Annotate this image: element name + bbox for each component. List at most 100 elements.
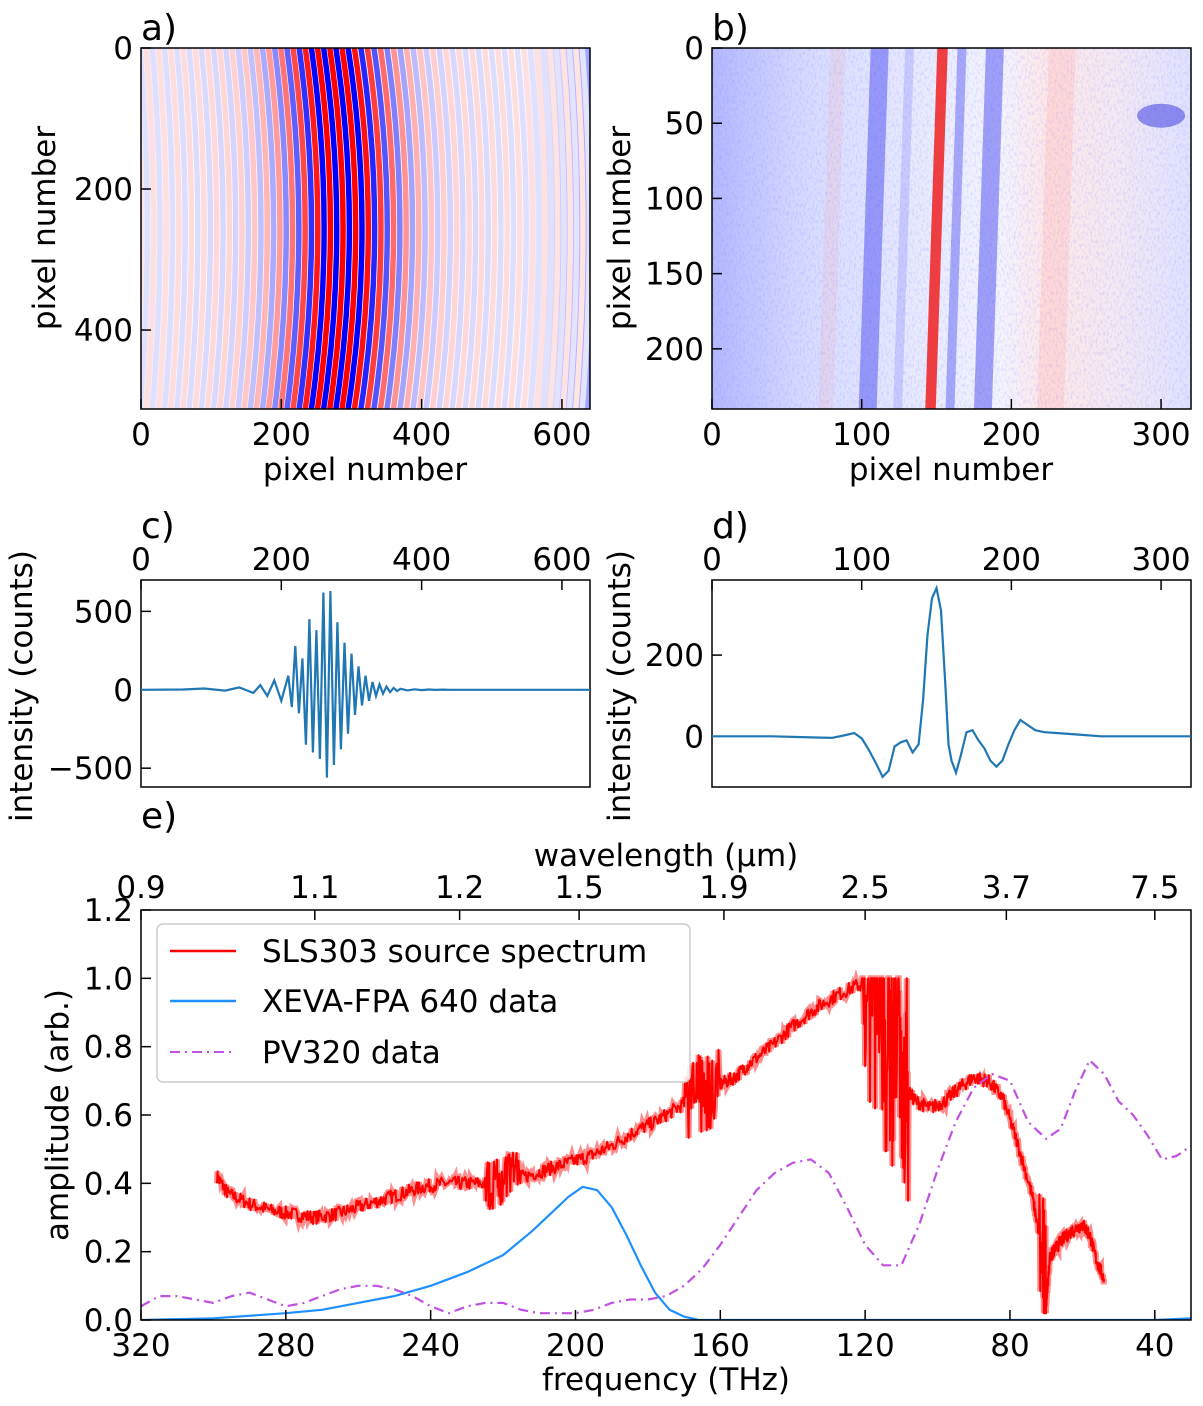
fringe-stripe [339,48,359,409]
fringe-stripe [429,48,447,409]
fringe-stripe [384,48,403,409]
x2-tick-label: 0.9 [116,870,165,906]
fringe-stripe [247,48,264,409]
x-tick-label: 200 [982,542,1041,578]
fringe-stripe [186,48,201,409]
panel-d: 0 100 200 300 0 200 intensity (counts) [602,542,1192,822]
legend-frame [156,923,691,1083]
fringe-stripe [494,48,510,409]
ticks-c: 0 200 400 600 −500 0 500 [48,542,592,787]
fringe-stripe [423,48,441,409]
fringe-stripe [449,48,466,409]
fringe-stripe [442,48,460,409]
fringe-stripe [278,48,296,409]
fringe-stripe [290,48,308,409]
y-tick-label: 0.6 [84,1098,133,1134]
x2-tick-label: 2.5 [840,870,889,906]
panel-b: 0 100 200 300 0 50 100 150 200 pixel number pixe… [602,31,1192,488]
y-tick-label: 400 [74,313,133,349]
fringe-stripe [481,48,498,409]
fringe-stripe [296,48,315,409]
x-tick-label: 300 [1131,417,1190,453]
y-tick-label: 0.8 [84,1030,133,1066]
fringe-stripe [180,48,195,409]
x2-tick-label: 1.9 [699,870,748,906]
x-tick-label: 400 [392,417,451,453]
fringe-stripe [155,48,170,409]
fringe-stripe [488,48,504,409]
panel-label-b: b) [712,8,749,49]
x-tick-label: 600 [532,417,591,453]
fringe-stripe [358,48,378,409]
intensity-band [1036,48,1076,409]
ylabel-a: pixel number [27,126,63,330]
x-tick-label: 320 [111,1328,170,1364]
x-tick-label: 200 [982,417,1041,453]
x-tick-label: 0 [702,542,722,578]
x-tick-label: 200 [252,542,311,578]
x-tick-label: 300 [1131,542,1190,578]
heatmap-b-noise [712,48,1191,409]
heatmap-a-fringes [141,48,590,409]
fringe-stripe [455,48,473,409]
fringe-stripe [377,48,397,409]
panel-a: 0 200 400 600 0 200 400 pixel number pixel num… [27,31,592,488]
axes-frame-a [140,47,591,410]
panel-label-d: d) [712,506,749,547]
legend-label-xeva: XEVA-FPA 640 data [262,984,558,1020]
fringe-stripe [302,48,321,409]
fringe-stripe [259,48,277,409]
fringe-stripe [573,48,586,409]
intensity-band [858,48,889,409]
y-tick-label: 0.4 [84,1166,133,1202]
fringe-stripe [560,48,574,409]
y-tick-label: 50 [665,106,704,142]
fringe-stripe [540,48,555,409]
series-line-xeva [141,1185,1191,1320]
fringe-stripe [501,48,517,409]
series-line-c [141,590,590,778]
fringe-stripe [327,48,346,409]
fringe-stripe [390,48,409,409]
x-tick-label: 0 [131,542,151,578]
fringe-stripe [475,48,492,409]
xlabel-e: frequency (THz) [542,1362,790,1398]
intensity-band [973,48,1004,409]
x-tick-label: 80 [990,1328,1029,1364]
fringe-stripe [167,48,182,409]
y-tick-label: 0.2 [84,1235,133,1271]
y-tick-label: −500 [48,751,133,787]
x-tick-label: 160 [691,1328,750,1364]
y-tick-label: 200 [74,172,133,208]
fringe-stripe [333,48,353,409]
ylabel-d: intensity (counts) [602,550,638,822]
x2-tick-label: 1.1 [290,870,339,906]
y-tick-label: 0 [113,31,133,67]
fringe-stripe [192,48,207,409]
series-lines-e [141,968,1191,1320]
fringe-stripe [174,48,188,409]
x2-tick-label: 7.5 [1130,870,1179,906]
fringe-stripe [546,48,561,409]
fringe-stripe [397,48,416,409]
fringe-stripe [553,48,567,409]
y-tick-label: 500 [74,594,133,630]
axes-frame-d [711,579,1192,788]
y-tick-label: 0 [684,31,704,67]
ticks-a: 0 200 400 600 0 200 400 [74,31,592,453]
fringe-stripe [468,48,485,409]
ylabel-e: amplitude (arb.) [40,989,76,1241]
x-tick-label: 100 [832,542,891,578]
intensity-band [925,48,948,409]
fringe-stripe [520,48,536,409]
heatmap-b-bands [818,48,1186,409]
fringe-stripe [364,48,384,409]
fringe-stripe [533,48,548,409]
fringe-stripe [141,48,151,409]
ticks-e: 320 280 240 200 160 120 80 40 0.0 0.2 0.4 0.6 0.8 1.0… [84,870,1180,1364]
fringe-stripe [527,48,542,409]
fringe-stripe [141,115,144,342]
xlabel-b: pixel number [849,452,1053,488]
fringe-stripe [436,48,454,409]
x-tick-label: 120 [836,1328,895,1364]
